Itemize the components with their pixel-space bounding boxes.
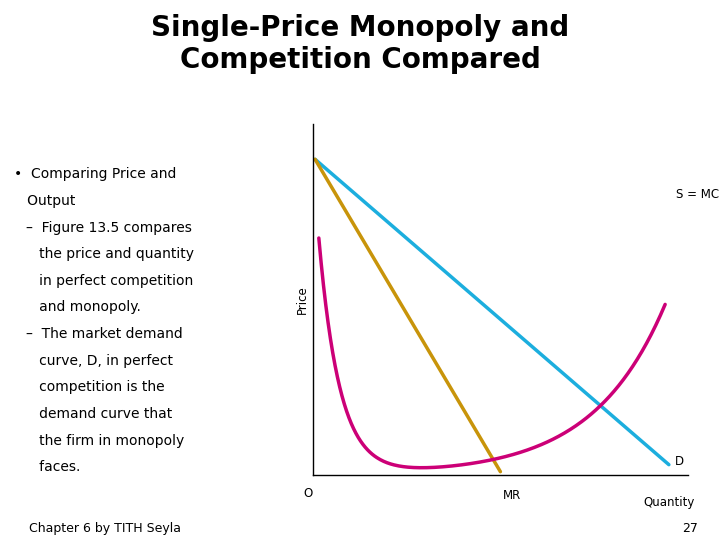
Text: MR: MR xyxy=(503,489,521,502)
Text: –  The market demand: – The market demand xyxy=(26,327,182,341)
Text: O: O xyxy=(303,488,312,501)
Text: faces.: faces. xyxy=(26,460,80,474)
Text: 27: 27 xyxy=(683,522,698,535)
Y-axis label: Price: Price xyxy=(296,285,309,314)
Text: Competition Compared: Competition Compared xyxy=(179,46,541,74)
Text: and monopoly.: and monopoly. xyxy=(26,300,140,314)
Text: D: D xyxy=(675,455,683,468)
Text: •  Comparing Price and: • Comparing Price and xyxy=(14,167,177,181)
Text: the price and quantity: the price and quantity xyxy=(26,247,194,261)
Text: Single-Price Monopoly and: Single-Price Monopoly and xyxy=(151,14,569,42)
Text: Chapter 6 by TITH Seyla: Chapter 6 by TITH Seyla xyxy=(29,522,181,535)
Text: Output: Output xyxy=(14,194,76,208)
X-axis label: Quantity: Quantity xyxy=(643,496,695,509)
Text: competition is the: competition is the xyxy=(26,380,164,394)
Text: in perfect competition: in perfect competition xyxy=(26,274,193,288)
Text: curve, D, in perfect: curve, D, in perfect xyxy=(26,354,173,368)
Text: –  Figure 13.5 compares: – Figure 13.5 compares xyxy=(26,221,192,234)
Text: S = MC: S = MC xyxy=(676,188,719,201)
Text: demand curve that: demand curve that xyxy=(26,407,172,421)
Text: the firm in monopoly: the firm in monopoly xyxy=(26,434,184,448)
